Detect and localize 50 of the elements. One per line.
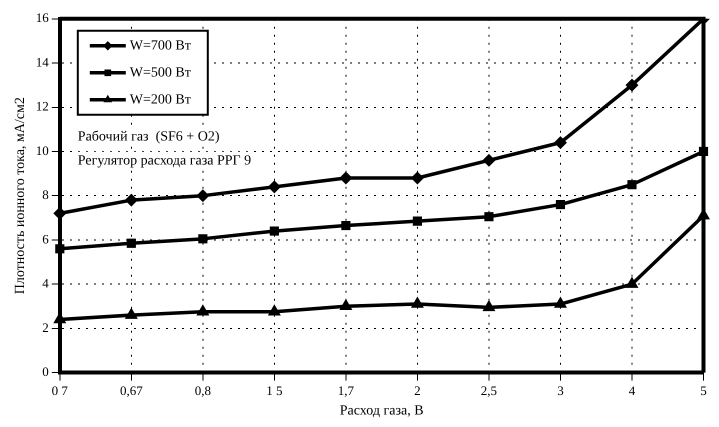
x-tick-label: 1,7 (338, 382, 355, 398)
y-axis-title: Плотность ионного тока, мА/см2 (13, 97, 28, 294)
x-tick-label: 4 (628, 382, 636, 398)
point (626, 278, 638, 288)
legend-label: W=200 Вт (130, 92, 191, 108)
x-tick-label: 2 (414, 382, 421, 398)
point (341, 220, 350, 230)
point (55, 244, 64, 254)
x-tick-label: 5 (700, 382, 707, 398)
x-axis-title: Расход газа, В (340, 403, 424, 418)
y-tick-label: 0 (42, 364, 49, 380)
point (126, 194, 138, 206)
point (556, 200, 566, 210)
annotation: Регулятор расхода газа РРГ 9 (78, 153, 252, 168)
point (54, 208, 66, 220)
x-tick-label: 0 7 (52, 382, 68, 398)
point (412, 216, 422, 226)
point (484, 212, 494, 222)
x-tick-label: 0,8 (194, 382, 211, 398)
x-tick-label: 0,67 (120, 382, 144, 398)
point (270, 226, 279, 236)
point (268, 181, 280, 193)
y-tick-label: 6 (42, 231, 50, 246)
point (627, 180, 637, 190)
point (126, 309, 137, 319)
y-tick-label: 4 (42, 276, 50, 291)
x-tick-label: 1 5 (266, 382, 282, 398)
x-tick-label: 2,5 (480, 382, 498, 398)
legend-label: W=500 Вт (130, 65, 191, 80)
point (412, 298, 423, 308)
legend-label: W=700 Вт (130, 38, 191, 54)
point (484, 302, 494, 312)
y-tick-label: 12 (36, 98, 49, 114)
point (340, 172, 352, 184)
x-tick-label: 3 (557, 382, 564, 398)
point (126, 238, 136, 248)
y-tick-label: 10 (36, 142, 49, 158)
point (198, 234, 208, 244)
point (555, 298, 566, 308)
annotation: Рабочий газ (SF6 + O2) (78, 129, 220, 144)
y-tick-label: 2 (42, 320, 49, 335)
point (54, 314, 66, 324)
y-tick-label: 14 (36, 54, 50, 70)
point (554, 136, 566, 148)
point (483, 154, 495, 166)
point (412, 172, 424, 184)
y-tick-label: 8 (42, 187, 49, 202)
point (197, 190, 209, 202)
y-tick-label: 16 (36, 10, 50, 26)
point (626, 79, 638, 91)
